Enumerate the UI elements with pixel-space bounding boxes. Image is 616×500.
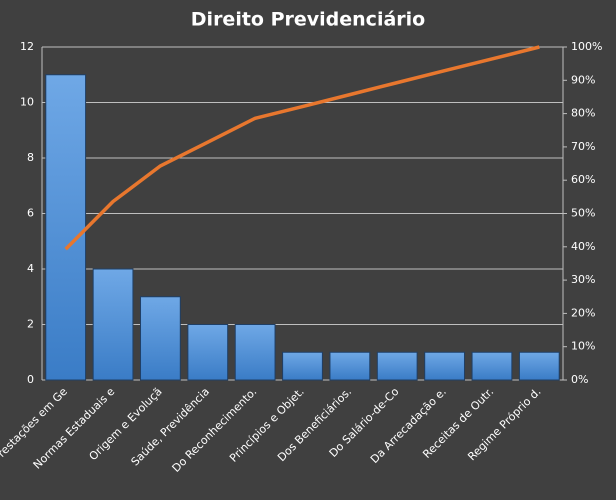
y-tick-label: 8 [27, 151, 34, 164]
bar [376, 351, 418, 381]
bar [518, 351, 560, 381]
y-tick-label: 4 [27, 262, 34, 275]
bar [471, 351, 513, 381]
cumulative-line [64, 45, 540, 251]
bar [187, 324, 229, 381]
y-tick-label: 12 [20, 40, 34, 53]
y2-tick-label: 90% [571, 73, 595, 86]
y2-tick-label: 30% [571, 273, 595, 286]
y2-tick-label: 80% [571, 107, 595, 120]
bar [282, 351, 323, 381]
y2-tick-label: 20% [571, 306, 595, 319]
bar [424, 351, 465, 381]
chart-title: Direito Previdenciário [191, 9, 425, 31]
y2-tick-label: 60% [571, 173, 595, 186]
y2-tick-label: 70% [571, 140, 595, 153]
bar [92, 268, 134, 381]
y2-tick-label: 10% [571, 340, 595, 353]
bar [140, 296, 181, 381]
y-tick-label: 6 [27, 207, 34, 220]
y2-tick-label: 100% [571, 40, 602, 53]
y2-tick-label: 0% [571, 373, 588, 386]
y2-tick-label: 40% [571, 240, 595, 253]
bar [45, 74, 87, 381]
y-tick-label: 2 [27, 318, 34, 331]
y-tick-label: 0 [27, 373, 34, 386]
y2-tick-label: 50% [571, 207, 595, 220]
y-tick-label: 10 [20, 96, 34, 109]
bar [329, 351, 371, 381]
bar [234, 324, 276, 381]
